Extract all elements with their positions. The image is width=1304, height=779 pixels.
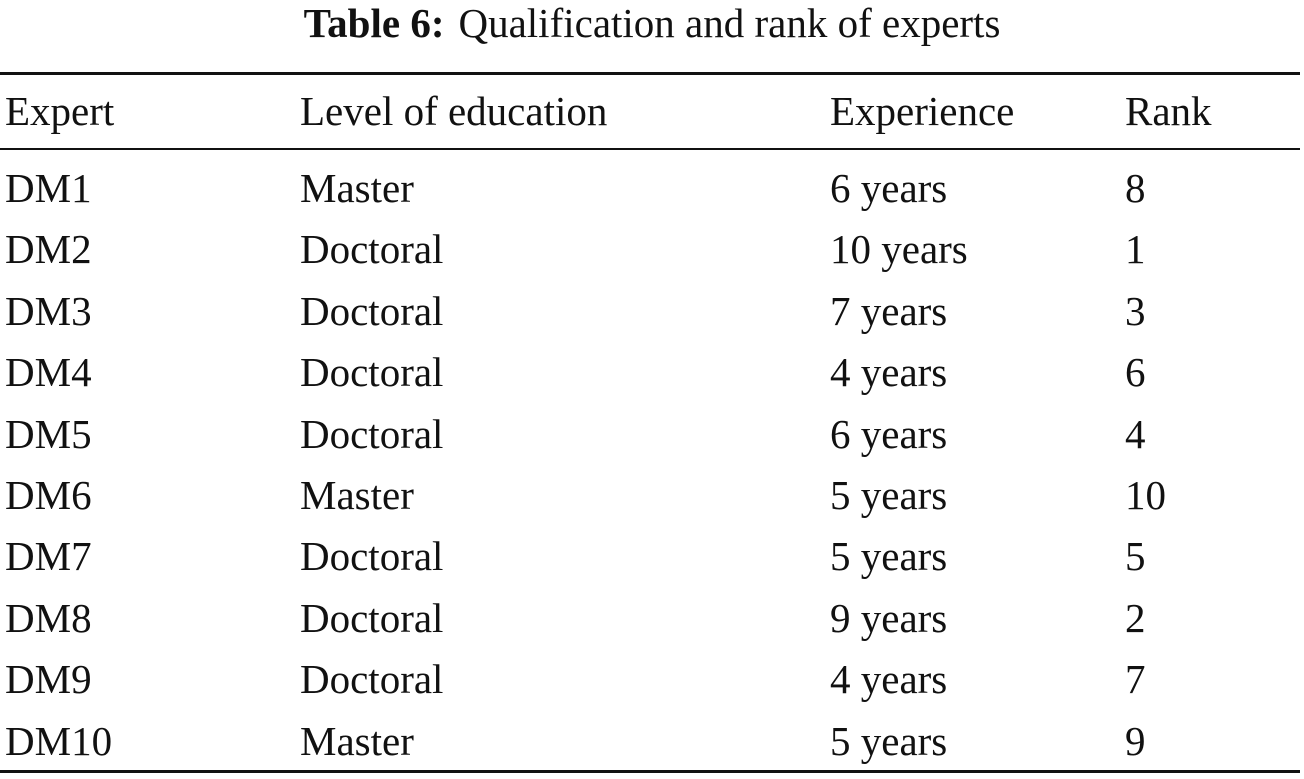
header-cell: Expert [5,88,115,134]
header-cell: Rank [1125,88,1212,134]
table-cell: Master [300,165,414,211]
caption-label: Table 6: [303,0,445,46]
table-cell: 9 years [830,594,948,641]
table-cell: DM8 [5,594,92,641]
table-cell: Doctoral [300,226,444,273]
table-cell: 4 years [830,349,948,396]
table-cell: 7 years [830,287,948,334]
table-cell: Doctoral [300,533,444,580]
table-cell: 1 [1125,226,1146,273]
table-cell: DM2 [5,226,92,273]
bottom-rule [0,770,1300,773]
top-rule [0,72,1300,75]
header-cell: Experience [830,88,1015,134]
table-cell: 5 years [830,472,948,518]
table-cell: 9 [1125,717,1146,764]
table-cell: 7 [1125,656,1146,703]
table-cell: DM7 [5,533,92,580]
header-rule [0,148,1300,150]
table-cell: Doctoral [300,287,444,334]
table-cell: Doctoral [300,594,444,641]
table-cell: Master [300,472,414,518]
table-cell: DM4 [5,349,92,396]
table-cell: 10 years [830,226,968,273]
table-cell: Doctoral [300,410,444,457]
table-cell: DM10 [5,717,113,764]
header-cell: Level of education [300,88,608,134]
table-caption: Table 6: Qualification and rank of expert… [0,0,1304,46]
table-cell: 4 years [830,656,948,703]
table-cell: 2 [1125,594,1146,641]
table-cell: DM6 [5,472,92,518]
table-cell: DM5 [5,410,92,457]
table-cell: 6 [1125,349,1146,396]
caption-title: Qualification and rank of experts [458,0,1001,46]
table-cell: DM3 [5,287,92,334]
table-cell: Doctoral [300,656,444,703]
table-cell: 5 years [830,717,948,764]
table-cell: 5 years [830,533,948,580]
table-cell: Master [300,717,414,764]
table-cell: 6 years [830,410,948,457]
table-cell: 4 [1125,410,1146,457]
table-cell: 6 years [830,165,948,211]
table-cell: 5 [1125,533,1146,580]
table-cell: 8 [1125,165,1146,211]
table-cell: DM9 [5,656,92,703]
table-cell: DM1 [5,165,92,211]
table-cell: 3 [1125,287,1146,334]
table-cell: 10 [1125,472,1166,518]
table-cell: Doctoral [300,349,444,396]
